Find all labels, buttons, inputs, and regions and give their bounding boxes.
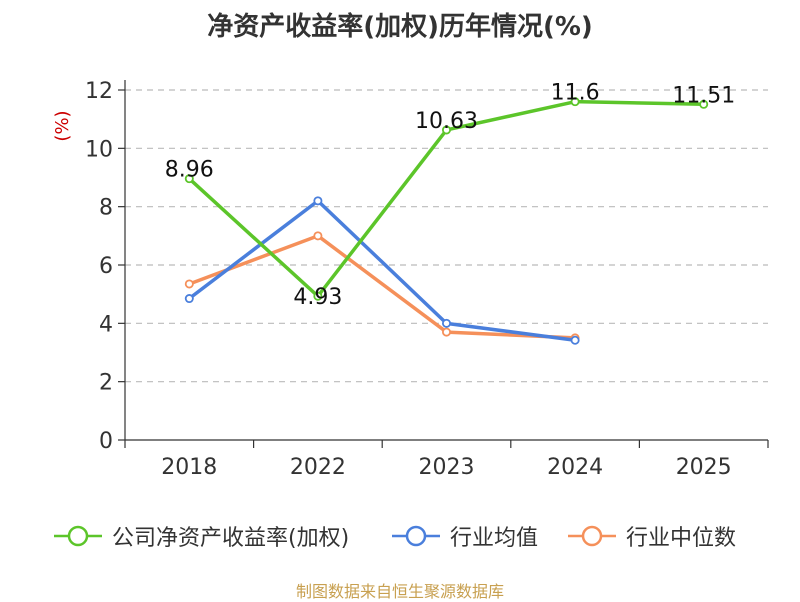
legend-item-industry-median[interactable]: 行业中位数 [566,520,736,552]
legend-label-median: 行业中位数 [626,526,737,551]
series-lines [184,97,709,345]
legend-marker-median [568,525,616,547]
y-tick-label: 8 [99,196,113,221]
legend-label-company: 公司净资产收益率(加权) [112,526,350,551]
data-point-1 [184,294,194,304]
data-label: 8.96 [165,158,214,183]
y-tick-label: 6 [99,254,113,279]
y-tick-label: 0 [99,429,113,454]
x-tick-label: 2018 [161,455,217,480]
legend-item-company-roe[interactable]: 公司净资产收益率(加权) [52,520,349,552]
source-note: 制图数据来自恒生聚源数据库 [295,582,504,601]
series-line-2 [188,234,576,340]
data-point-1 [570,335,580,345]
data-point-2 [441,327,451,337]
data-point-0 [441,125,451,135]
data-point-1 [441,318,451,328]
chart-title: 净资产收益率(加权)历年情况(%) [207,12,593,42]
legend-item-industry-mean[interactable]: 行业均值 [390,520,538,552]
x-tick-label: 2023 [419,455,475,480]
data-point-2 [184,279,194,289]
data-point-0 [570,97,580,107]
x-tick-label: 2024 [547,455,603,480]
data-label: 4.93 [293,285,342,310]
data-label: 10.63 [415,109,478,134]
data-point-2 [313,231,323,241]
y-tick-label: 12 [85,79,113,104]
data-point-1 [313,196,323,206]
axes: 0 2 4 6 8 10 12 2018 2022 2023 2024 2025 [85,79,769,480]
x-tick-label: 2022 [290,455,346,480]
y-axis-label: (%) [52,110,73,141]
data-label: 11.51 [672,83,735,108]
data-point-0 [699,99,709,109]
data-label: 11.6 [551,81,600,106]
x-tick-label: 2025 [676,455,732,480]
y-tick-label: 4 [99,312,113,337]
data-labels: 8.96 4.93 10.63 11.6 11.51 [165,81,735,311]
legend-marker-mean [392,525,440,547]
y-tick-label: 10 [85,137,113,162]
legend-marker-company [54,525,102,547]
y-tick-label: 2 [99,371,113,396]
series-line-1 [188,199,576,342]
legend-label-mean: 行业均值 [450,526,539,551]
data-point-0 [313,291,323,301]
data-point-0 [184,174,194,184]
